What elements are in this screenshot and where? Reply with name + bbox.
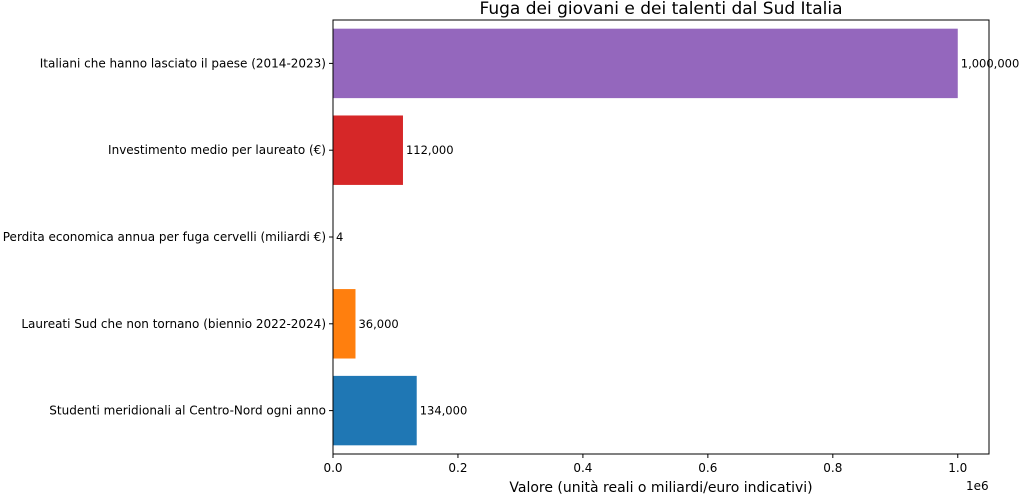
bars-layer: 134,000 36,000 4 112,000 1,000,000 [333, 28, 1020, 446]
x-tick-label-6: 1.0 [948, 461, 967, 475]
value-label-1: 134,000 [420, 404, 468, 418]
ticks-layer: Studenti meridionali al Centro-Nord ogni… [3, 56, 968, 475]
value-label-3: 4 [336, 230, 343, 244]
x-tick-label-4: 0.6 [698, 461, 717, 475]
x-tick-label-2: 0.2 [448, 461, 467, 475]
chart-title: Fuga dei giovani e dei talenti dal Sud I… [479, 0, 842, 19]
x-tick-label-5: 0.8 [823, 461, 842, 475]
value-label-4: 112,000 [406, 143, 454, 157]
category-label-1: Studenti meridionali al Centro-Nord ogni… [49, 404, 326, 418]
bar-4 [333, 115, 403, 185]
value-label-5: 1,000,000 [961, 56, 1020, 70]
x-tick-label-1: 0.0 [323, 461, 342, 475]
bar-1 [333, 375, 417, 446]
x-tick-label-3: 0.4 [573, 461, 592, 475]
bar-2 [333, 289, 356, 359]
category-label-4: Investimento medio per laureato (€) [108, 143, 326, 157]
category-label-5: Italiani che hanno lasciato il paese (20… [40, 56, 326, 70]
bar-5 [333, 28, 958, 99]
category-label-3: Perdita economica annua per fuga cervell… [3, 230, 326, 244]
category-label-2: Laureati Sud che non tornano (biennio 20… [21, 317, 326, 331]
x-axis-label: Valore (unità reali o miliardi/euro indi… [509, 480, 812, 496]
x-axis-offset-label: 1e6 [966, 479, 989, 493]
value-label-2: 36,000 [358, 317, 398, 331]
